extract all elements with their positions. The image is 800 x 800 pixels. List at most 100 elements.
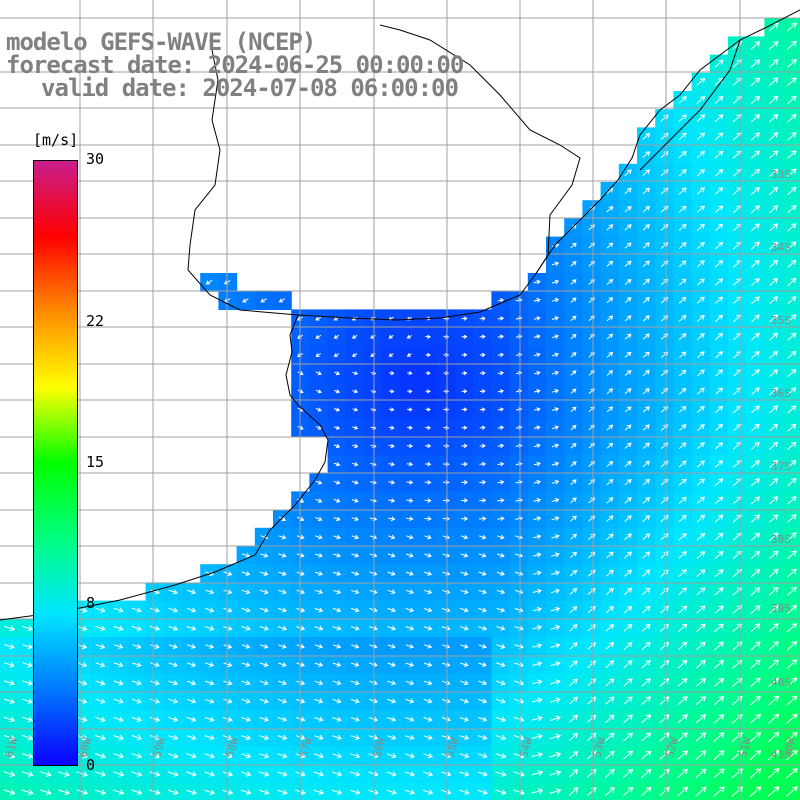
wind-arrow <box>387 589 396 595</box>
wind-arrow <box>786 550 797 560</box>
wind-arrow <box>533 389 541 394</box>
wind-arrow <box>695 659 706 669</box>
wind-arrow <box>315 534 323 540</box>
wind-arrow <box>642 424 650 431</box>
wind-arrow <box>696 623 706 632</box>
wind-arrow <box>750 659 761 669</box>
wind-arrow <box>749 768 762 779</box>
wind-arrow <box>787 223 797 232</box>
wind-arrow <box>22 716 34 723</box>
wind-arrow <box>3 752 16 759</box>
wind-arrow <box>332 625 342 631</box>
wind-arrow <box>168 607 179 613</box>
wind-arrow <box>113 643 124 649</box>
wind-arrow <box>606 497 614 504</box>
wind-arrow <box>751 460 760 468</box>
wind-arrow <box>568 750 579 760</box>
wind-arrow <box>77 662 88 668</box>
wind-arrow <box>551 479 560 485</box>
wind-arrow <box>660 132 669 140</box>
wind-arrow <box>749 786 762 797</box>
wind-arrow <box>714 569 724 578</box>
wind-arrow <box>186 643 196 649</box>
wind-arrow <box>497 534 505 540</box>
wind-arrow <box>714 150 724 159</box>
wind-arrow <box>551 461 560 467</box>
wind-arrow <box>768 677 780 688</box>
wind-arrow <box>76 771 88 777</box>
wind-arrow <box>769 296 779 305</box>
wind-arrow <box>642 460 650 468</box>
wind-arrow <box>77 680 88 686</box>
wind-arrow <box>769 423 779 432</box>
wind-arrow <box>277 716 288 722</box>
wind-arrow <box>370 334 376 339</box>
longitude-label: 51W <box>736 736 754 759</box>
longitude-labels: 61W 60W 59W 58W 57W 56W 55W 54W 53W 52W 51W 50W <box>2 736 798 759</box>
wind-arrow <box>479 334 486 339</box>
wind-arrow <box>461 334 468 339</box>
wind-arrow <box>551 261 560 267</box>
wind-arrow <box>678 314 687 322</box>
wind-arrow <box>424 552 432 558</box>
wind-arrow <box>660 514 669 523</box>
wind-arrow <box>786 731 798 743</box>
wind-arrow <box>642 260 650 267</box>
wind-arrow <box>751 332 760 341</box>
wind-arrow <box>352 389 359 394</box>
wind-arrow <box>460 534 469 540</box>
wind-arrow <box>549 770 562 776</box>
wind-arrow <box>314 589 324 595</box>
wind-arrow <box>642 296 650 304</box>
wind-arrow <box>150 680 160 686</box>
coastline <box>0 9 800 621</box>
wind-arrow <box>368 716 379 722</box>
wind-arrow <box>642 242 650 249</box>
wind-arrow <box>4 662 15 668</box>
wind-arrow <box>260 298 267 303</box>
wind-arrow <box>623 678 633 687</box>
wind-arrow <box>76 789 89 796</box>
wind-arrow <box>678 533 687 541</box>
wind-arrow <box>623 714 633 724</box>
wind-arrow <box>787 259 797 268</box>
wind-arrow <box>751 369 760 377</box>
wind-arrow <box>696 514 706 523</box>
wind-arrow <box>497 516 505 521</box>
wind-arrow <box>641 605 651 614</box>
wind-arrow <box>22 698 34 704</box>
wind-arrow <box>642 551 651 559</box>
wind-arrow <box>714 205 724 213</box>
wind-arrow <box>351 498 359 503</box>
wind-arrow <box>660 605 669 614</box>
wind-arrow <box>769 168 779 177</box>
wind-arrow <box>477 789 488 795</box>
wind-arrow <box>677 641 688 651</box>
wind-arrow <box>768 95 779 105</box>
wind-arrow <box>150 643 160 649</box>
wind-arrow <box>750 186 761 195</box>
wind-arrow <box>277 734 288 741</box>
wind-arrow <box>352 425 359 430</box>
wind-arrow <box>751 259 760 268</box>
wind-arrow <box>750 41 761 50</box>
wind-arrow <box>459 753 470 759</box>
wind-arrow <box>532 643 543 649</box>
wind-arrow <box>315 425 322 430</box>
wind-arrow <box>149 716 161 722</box>
wind-arrow <box>785 749 798 761</box>
wind-arrow <box>769 314 779 323</box>
wind-arrow <box>768 59 779 68</box>
latitude-label: 37S <box>771 460 791 473</box>
wind-arrow <box>478 571 487 576</box>
wind-arrow <box>460 552 469 558</box>
wind-arrow <box>606 224 614 231</box>
wind-arrow <box>351 662 360 667</box>
wind-arrow <box>461 479 469 485</box>
wind-arrow <box>497 479 505 485</box>
wind-arrow <box>113 771 125 777</box>
wind-arrow <box>460 516 469 522</box>
wind-arrow <box>314 680 324 686</box>
wind-arrow <box>277 753 288 759</box>
wind-arrow <box>424 571 433 576</box>
